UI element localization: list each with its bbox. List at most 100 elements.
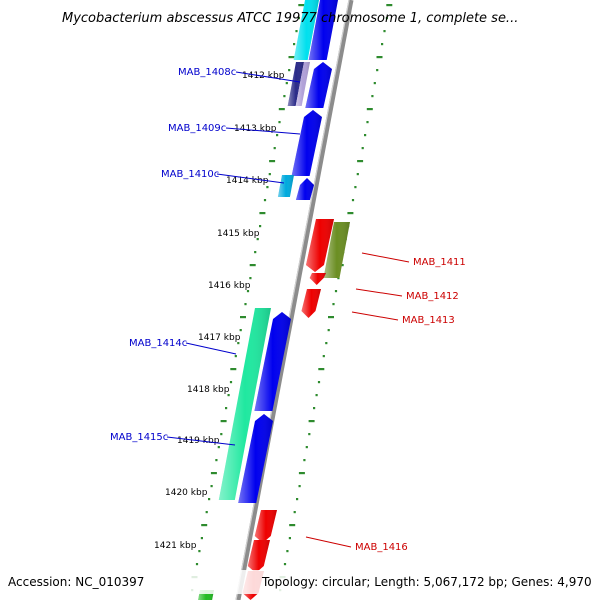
gene-feature-shade [308,0,338,60]
outer-tick [371,95,374,98]
summary-text: Topology: circular; Length: 5,067,172 bp… [261,575,592,589]
inner-tick [288,56,295,59]
outer-tick [351,199,355,202]
inner-tick [269,160,276,163]
outer-tick [298,472,305,475]
outer-tick [376,56,383,59]
gene-leader-line [216,173,285,184]
inner-tick [208,498,211,501]
inner-tick [220,433,223,436]
kbp-label: 1417 kbp [198,333,241,343]
outer-tick [322,355,325,358]
accession-text: Accession: NC_010397 [8,575,144,589]
gene-leader-line [361,252,410,263]
inner-tick [198,550,201,553]
outer-tick [283,563,287,566]
inner-tick-ring [191,4,305,592]
feature-track [198,0,350,600]
outer-tick [385,17,388,20]
outer-tick [286,550,289,553]
inner-tick [215,459,218,462]
inner-tick [249,277,252,280]
inner-tick [278,121,281,124]
outer-tick-ring [279,4,393,592]
gene-label[interactable]: MAB_1414c [129,338,187,349]
kbp-label: 1416 kbp [208,281,251,291]
gene-feature-shade [309,273,326,285]
inner-tick [217,446,220,449]
outer-tick [332,303,335,306]
inner-tick [254,251,257,254]
gene-label[interactable]: MAB_1413 [402,315,455,326]
outer-tick [376,69,379,72]
inner-tick [295,30,298,33]
outer-tick [347,212,354,215]
outer-tick [308,420,315,423]
inner-tick [276,134,279,137]
gene-feature-shade [291,110,322,176]
gene-feature-shade [323,222,350,278]
gene-leader-line [235,71,301,83]
kbp-label: 1415 kbp [217,229,260,239]
inner-tick [225,407,228,410]
gene-feature-shade [218,308,271,500]
inner-tick [230,368,237,371]
inner-tick [210,472,217,475]
outer-tick [361,147,364,150]
gene-feature-shade [301,289,321,318]
gene-feature-shade [305,62,332,108]
gene-feature-shade [295,62,310,106]
outer-tick [357,160,364,163]
gene-feature-shade [254,510,277,543]
inner-tick [249,264,256,267]
outer-tick [289,524,296,527]
inner-tick [240,316,246,319]
gene-leader-line [351,311,399,321]
outer-tick [328,316,334,319]
kbp-label: 1413 kbp [234,124,277,134]
outer-tick [334,290,338,293]
kbp-label: 1414 kbp [226,176,269,186]
inner-tick [297,17,300,20]
inner-tick [229,381,233,384]
inner-tick [244,303,247,306]
gene-label[interactable]: MAB_1409c [168,123,226,134]
outer-tick [364,134,367,137]
outer-tick [354,186,357,189]
inner-tick [227,394,230,397]
gene-leader-line [166,436,236,446]
outer-tick [383,30,386,33]
outer-tick [308,433,311,436]
gene-feature-shade [287,62,304,106]
outer-tick [315,394,318,397]
inner-tick [220,420,227,423]
gene-label[interactable]: MAB_1416 [355,542,408,553]
outer-tick [318,368,325,371]
inner-tick [268,173,271,176]
inner-tick [239,329,242,332]
outer-tick [327,329,330,332]
outer-tick [313,407,316,410]
inner-tick [288,69,291,72]
inner-tick [256,238,259,241]
gene-label[interactable]: MAB_1408c [178,67,236,78]
outer-tick [293,511,296,514]
gene-feature-shade [293,0,319,60]
inner-tick [195,563,199,566]
gene-label[interactable]: MAB_1411 [413,257,466,268]
gene-label[interactable]: MAB_1412 [406,291,459,302]
gene-label[interactable]: MAB_1410c [161,169,219,180]
footer-background [0,570,600,594]
map-title: Mycobacterium abscessus ATCC 19977 chrom… [62,11,518,26]
gene-label[interactable]: MAB_1415c [110,432,168,443]
inner-tick [200,537,203,540]
inner-tick [263,199,267,202]
inner-tick [210,485,213,488]
gene-feature-shade [295,178,314,200]
inner-tick [234,355,237,358]
inner-tick [259,212,266,215]
gene-feature-shade [247,540,270,573]
backbone-line [235,0,354,600]
outer-tick [366,108,373,111]
